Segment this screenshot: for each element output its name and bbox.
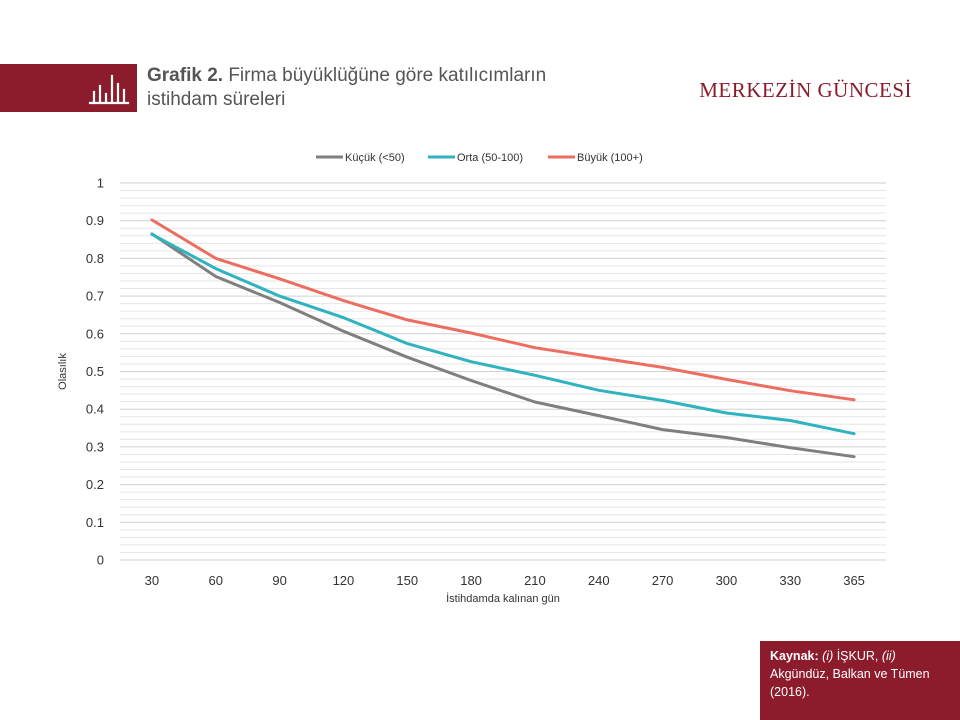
y-tick-label: 1 xyxy=(97,176,104,191)
line-chart: 0 0.1 0.2 0.3 0.4 0.5 0.6 0.7 0.8 0.9 1 30 60 90 120 15… xyxy=(57,152,886,605)
x-tick-label: 120 xyxy=(333,573,355,588)
x-tick-label: 210 xyxy=(524,573,546,588)
source-text-2: Akgündüz, Balkan ve Tümen (2016). xyxy=(770,667,930,699)
chart-title-number: Grafik 2. xyxy=(147,65,224,86)
x-tick-label: 150 xyxy=(396,573,418,588)
series-line-1 xyxy=(150,232,856,436)
y-tick-label: 0.6 xyxy=(86,326,104,341)
y-tick-label: 0.7 xyxy=(86,289,104,304)
series-line-0 xyxy=(150,232,856,459)
y-tick-label: 0.9 xyxy=(86,213,104,228)
header-band xyxy=(0,64,137,112)
y-axis-label: Olasılık xyxy=(57,353,69,390)
y-tick-label: 0.1 xyxy=(86,515,104,530)
source-index-1: (i) xyxy=(822,649,834,663)
series-line-2 xyxy=(150,218,856,402)
y-tick-label: 0.2 xyxy=(86,477,104,492)
x-tick-label: 90 xyxy=(272,573,286,588)
source-label: Kaynak: xyxy=(770,649,819,663)
y-tick-label: 0 xyxy=(97,553,104,568)
y-tick-label: 0.3 xyxy=(86,439,104,454)
x-tick-label: 240 xyxy=(588,573,610,588)
x-tick-label: 30 xyxy=(145,573,159,588)
bar-chart-icon xyxy=(88,74,130,105)
source-text-1: İŞKUR, xyxy=(833,649,882,663)
legend-label-2: Büyük (100+) xyxy=(577,152,643,164)
y-tick-label: 0.4 xyxy=(86,402,104,417)
x-tick-label: 60 xyxy=(209,573,223,588)
legend-label-1: Orta (50-100) xyxy=(457,152,523,164)
source-note: Kaynak: (i) İŞKUR, (ii) Akgündüz, Balkan… xyxy=(760,641,960,720)
legend-label-0: Küçük (<50) xyxy=(345,152,405,164)
brand-logo-text: MERKEZİN GÜNCESİ xyxy=(699,78,912,102)
chart-title: Grafik 2. Firma büyüklüğüne göre katılıc… xyxy=(147,64,567,112)
x-axis-label: İstihdamda kalınan gün xyxy=(446,592,560,605)
chart-title-text: Firma büyüklüğüne göre katılıcımların is… xyxy=(147,65,547,110)
source-index-2: (ii) xyxy=(881,649,896,663)
y-tick-label: 0.5 xyxy=(86,364,104,379)
y-tick-label: 0.8 xyxy=(86,251,104,266)
x-tick-label: 365 xyxy=(843,573,865,588)
x-tick-label: 330 xyxy=(779,573,801,588)
x-tick-label: 180 xyxy=(460,573,482,588)
x-tick-label: 270 xyxy=(652,573,674,588)
x-tick-label: 300 xyxy=(716,573,738,588)
